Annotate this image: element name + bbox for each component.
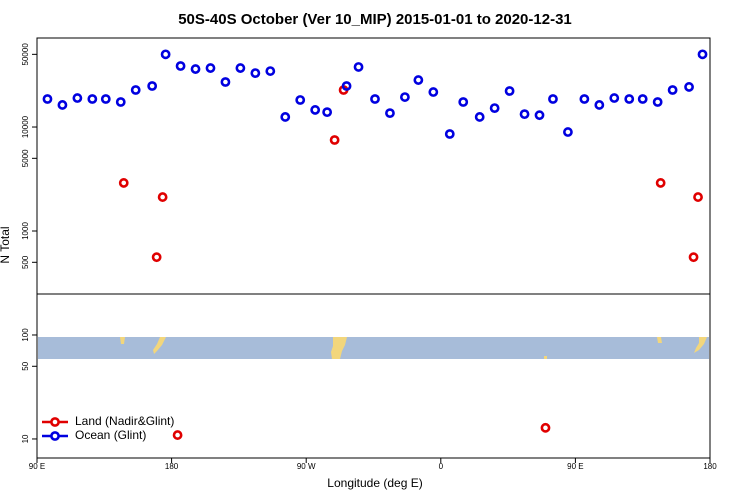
point bbox=[444, 129, 455, 139]
point bbox=[594, 100, 605, 110]
legend-label: Land (Nadir&Glint) bbox=[75, 414, 174, 428]
point bbox=[118, 178, 129, 188]
point bbox=[42, 94, 53, 104]
point bbox=[130, 85, 141, 95]
point bbox=[295, 95, 306, 105]
y-tick-label: 10000 bbox=[21, 115, 30, 138]
x-tick-label: 0 bbox=[439, 462, 444, 471]
point bbox=[190, 64, 201, 74]
y-tick-label: 500 bbox=[21, 255, 30, 269]
point bbox=[385, 108, 395, 119]
point bbox=[250, 68, 261, 79]
point bbox=[72, 93, 83, 103]
point bbox=[563, 127, 573, 137]
point bbox=[413, 75, 424, 85]
point bbox=[147, 81, 158, 91]
x-tick-label: 180 bbox=[703, 462, 717, 471]
y-tick-label: 50 bbox=[21, 361, 30, 370]
y-tick-label: 1000 bbox=[21, 222, 30, 240]
point bbox=[353, 62, 364, 72]
point bbox=[115, 97, 126, 107]
point bbox=[220, 77, 231, 87]
point bbox=[504, 86, 515, 96]
point bbox=[370, 94, 380, 104]
point bbox=[534, 110, 545, 121]
point bbox=[697, 49, 708, 60]
y-tick-label: 100 bbox=[21, 328, 30, 342]
point bbox=[280, 112, 291, 122]
point bbox=[693, 192, 703, 202]
chart-title: 50S-40S October (Ver 10_MIP) 2015-01-01 … bbox=[178, 11, 572, 28]
point bbox=[540, 422, 551, 433]
point bbox=[151, 252, 162, 263]
point bbox=[458, 97, 469, 107]
point bbox=[548, 94, 558, 104]
point bbox=[100, 94, 111, 104]
x-tick-label: 90 E bbox=[567, 462, 583, 471]
point bbox=[157, 192, 168, 202]
legend-marker bbox=[50, 431, 60, 441]
map-strip bbox=[38, 337, 709, 359]
point bbox=[400, 92, 410, 102]
point bbox=[688, 252, 699, 263]
point bbox=[579, 94, 590, 104]
plot-frame bbox=[36, 37, 711, 459]
point bbox=[160, 49, 171, 60]
point bbox=[519, 109, 530, 120]
point bbox=[609, 93, 620, 103]
y-tick-label: 50000 bbox=[21, 43, 30, 66]
point bbox=[329, 135, 340, 145]
point bbox=[265, 66, 276, 76]
point bbox=[667, 85, 678, 95]
legend-label: Ocean (Glint) bbox=[75, 428, 146, 442]
point bbox=[624, 94, 635, 104]
x-tick-label: 90 E bbox=[29, 462, 45, 471]
point bbox=[637, 94, 648, 104]
point bbox=[175, 61, 186, 71]
point bbox=[322, 107, 333, 118]
legend-marker bbox=[50, 417, 60, 427]
x-tick-label: 90 W bbox=[297, 462, 316, 471]
x-axis-label: Longitude (deg E) bbox=[327, 476, 422, 490]
point bbox=[235, 63, 246, 73]
y-tick-label: 5000 bbox=[21, 149, 30, 167]
point bbox=[87, 94, 98, 104]
point bbox=[655, 178, 666, 188]
point bbox=[428, 87, 439, 97]
y-axis-label: N Total bbox=[0, 226, 12, 263]
point bbox=[652, 97, 663, 107]
point bbox=[172, 430, 183, 440]
point bbox=[684, 82, 694, 92]
point bbox=[474, 112, 485, 122]
point bbox=[57, 100, 68, 110]
point bbox=[341, 81, 352, 91]
x-tick-label: 180 bbox=[165, 462, 179, 471]
point bbox=[205, 63, 216, 73]
point bbox=[489, 103, 500, 114]
y-tick-label: 10 bbox=[21, 434, 30, 443]
point bbox=[310, 105, 321, 115]
